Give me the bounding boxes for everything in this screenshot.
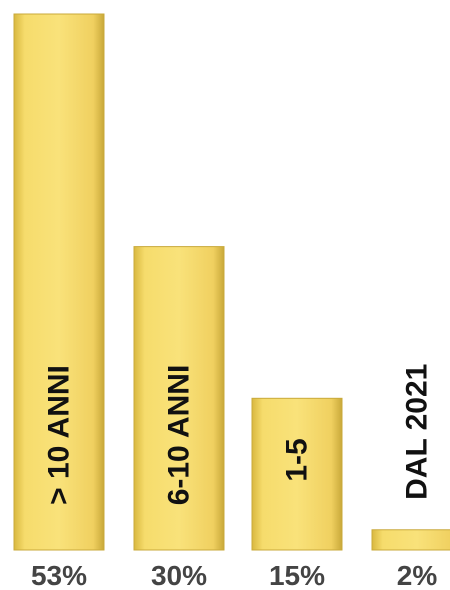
bar-2 bbox=[251, 397, 343, 551]
labels-group: > 10 ANNI 53% 6-10 ANNI 30% 1-5 15% DAL 2021 2% bbox=[31, 364, 437, 590]
value-label-3: 2% bbox=[397, 560, 438, 590]
bar-1 bbox=[133, 246, 225, 551]
bars-group bbox=[13, 13, 450, 551]
bar-0 bbox=[13, 13, 105, 551]
value-label-2: 15% bbox=[269, 560, 325, 590]
value-label-1: 30% bbox=[151, 560, 207, 590]
category-label-0: > 10 ANNI bbox=[43, 365, 76, 505]
category-label-1: 6-10 ANNI bbox=[163, 365, 196, 506]
value-label-0: 53% bbox=[31, 560, 87, 590]
bar-3 bbox=[371, 529, 450, 551]
category-label-3: DAL 2021 bbox=[401, 364, 434, 500]
category-label-2: 1-5 bbox=[281, 438, 314, 481]
